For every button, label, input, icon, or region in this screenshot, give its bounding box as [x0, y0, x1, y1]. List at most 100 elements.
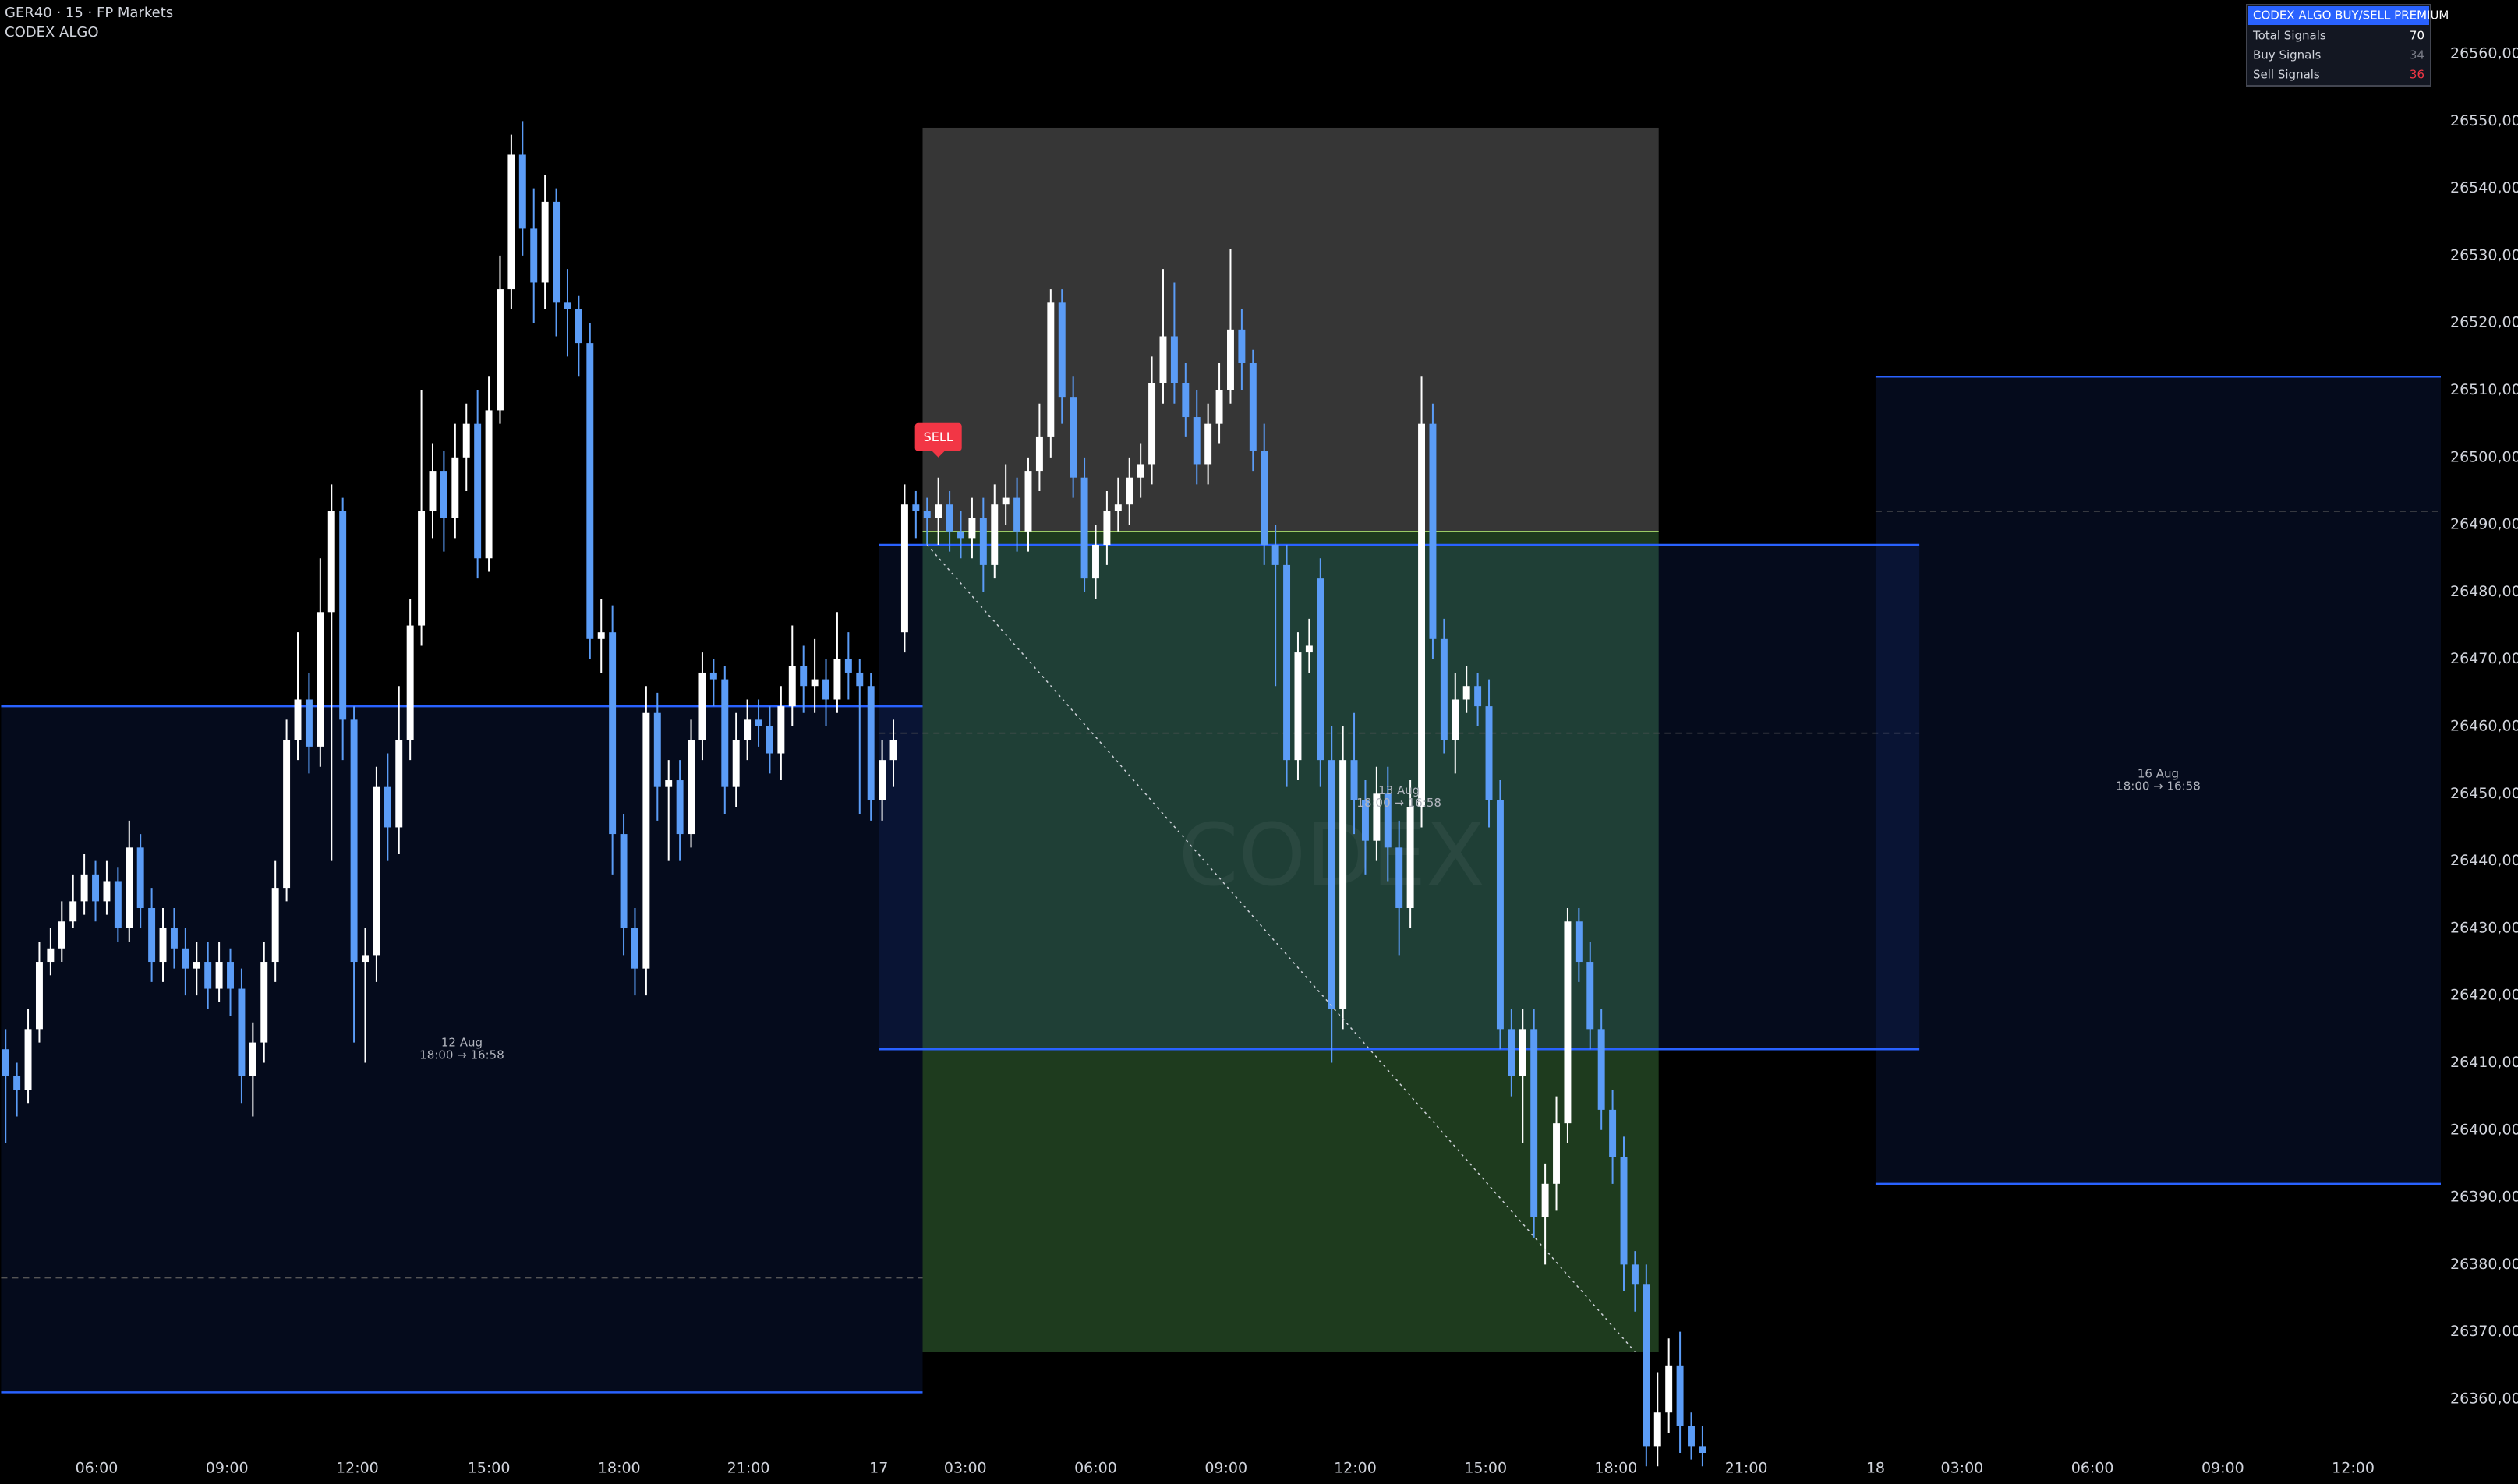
y-tick-label: 26400,00: [2450, 1121, 2518, 1138]
x-tick-label: 17: [869, 1460, 888, 1477]
candle-body: [1092, 545, 1099, 579]
candle-body: [1406, 807, 1414, 908]
x-tick-label: 18: [1866, 1460, 1885, 1477]
x-tick-label: 06:00: [1074, 1460, 1117, 1477]
session-hours: 18:00 → 16:58: [2116, 779, 2201, 793]
candle-body: [564, 302, 571, 309]
x-tick-label: 18:00: [598, 1460, 641, 1477]
candle-body: [755, 719, 762, 726]
table-header: [2248, 6, 2429, 25]
y-tick-label: 26480,00: [2450, 583, 2518, 600]
candle-body: [1440, 638, 1448, 740]
candle-body: [1182, 383, 1190, 418]
candle-body: [1261, 450, 1268, 545]
candle-body: [518, 154, 526, 229]
candle-body: [1519, 1029, 1526, 1076]
y-tick-label: 26460,00: [2450, 718, 2518, 735]
y-tick-label: 26530,00: [2450, 246, 2518, 263]
candle-body: [182, 948, 189, 969]
candle-body: [1294, 652, 1302, 761]
candle-body: [620, 834, 628, 928]
candle-body: [1384, 793, 1392, 848]
candle-body: [204, 962, 212, 989]
candle-body: [957, 531, 964, 539]
table-title: CODEX ALGO BUY/SELL PREMIUM: [2253, 9, 2449, 23]
overlays: CODEX: [1, 127, 2441, 1394]
candle-body: [24, 1029, 32, 1090]
x-tick-label: 15:00: [468, 1460, 511, 1477]
candle-body: [688, 740, 695, 835]
x-tick-label: 09:00: [206, 1460, 249, 1477]
candle-body: [676, 780, 684, 835]
candle-body: [1485, 706, 1493, 800]
candle-body: [238, 988, 246, 1076]
candle-body: [1553, 1123, 1560, 1184]
candle-body: [979, 518, 987, 565]
candle-body: [429, 471, 437, 511]
candle-body: [1328, 760, 1335, 1009]
candle-body: [1249, 363, 1257, 451]
trend-line: [926, 544, 1636, 1353]
y-tick-label: 26520,00: [2450, 314, 2518, 331]
candle-body: [362, 955, 369, 963]
candle-body: [1317, 578, 1324, 761]
candle-body: [1418, 423, 1426, 807]
candle-body: [822, 679, 829, 700]
candle-body: [1137, 464, 1144, 478]
table-cell: Sell Signals: [2253, 68, 2320, 82]
candle-body: [103, 881, 111, 902]
candle-body: [744, 719, 752, 740]
candle-body: [1699, 1446, 1706, 1453]
candle-body: [653, 712, 661, 787]
candle-body: [1597, 1029, 1605, 1110]
candle-body: [305, 699, 313, 747]
x-tick-label: 09:00: [1204, 1460, 1247, 1477]
candle-body: [879, 760, 886, 800]
candle-body: [1474, 686, 1482, 707]
table-cell: Buy Signals: [2253, 48, 2322, 62]
y-tick-label: 26360,00: [2450, 1390, 2518, 1407]
session-date: 13 Aug: [1378, 783, 1420, 797]
candle-body: [844, 659, 852, 673]
candle-body: [485, 410, 493, 559]
candle-body: [1170, 336, 1178, 383]
candle-body: [1148, 383, 1156, 465]
candle-body: [1204, 423, 1212, 465]
candle-body: [1676, 1365, 1684, 1426]
x-tick-label: 12:00: [1334, 1460, 1377, 1477]
x-tick-label: 18:00: [1595, 1460, 1638, 1477]
candle-body: [721, 679, 729, 787]
signal-bg: [914, 422, 962, 451]
x-tick-label: 06:00: [2071, 1460, 2114, 1477]
x-tick-label: 12:00: [336, 1460, 379, 1477]
stop-zone: [922, 127, 1659, 532]
candle-body: [1620, 1157, 1628, 1265]
candle-body: [339, 511, 347, 720]
candle-body: [1080, 477, 1088, 579]
x-tick-label: 03:00: [944, 1460, 987, 1477]
candle-body: [1665, 1365, 1673, 1413]
candle-body: [1227, 329, 1234, 390]
candle-body: [507, 154, 515, 290]
x-tick-label: 06:00: [76, 1460, 118, 1477]
candle-body: [497, 289, 504, 411]
session-box: [879, 545, 1920, 1050]
candle-body: [1126, 477, 1133, 505]
candle-body: [1462, 686, 1470, 700]
candle-body: [923, 511, 931, 518]
candle-body: [1631, 1264, 1639, 1285]
candle-body: [114, 881, 122, 928]
candle-body: [227, 962, 234, 989]
candle-body: [833, 659, 841, 700]
candle-body: [1395, 847, 1403, 908]
candle-body: [418, 511, 426, 626]
y-tick-label: 26560,00: [2450, 45, 2518, 62]
candle-body: [47, 948, 55, 963]
candle-body: [406, 625, 414, 740]
candle-body: [900, 504, 908, 633]
candle-body: [440, 471, 447, 518]
candle-body: [170, 928, 178, 949]
table-cell: Total Signals: [2252, 29, 2326, 43]
candle-body: [35, 962, 43, 1030]
